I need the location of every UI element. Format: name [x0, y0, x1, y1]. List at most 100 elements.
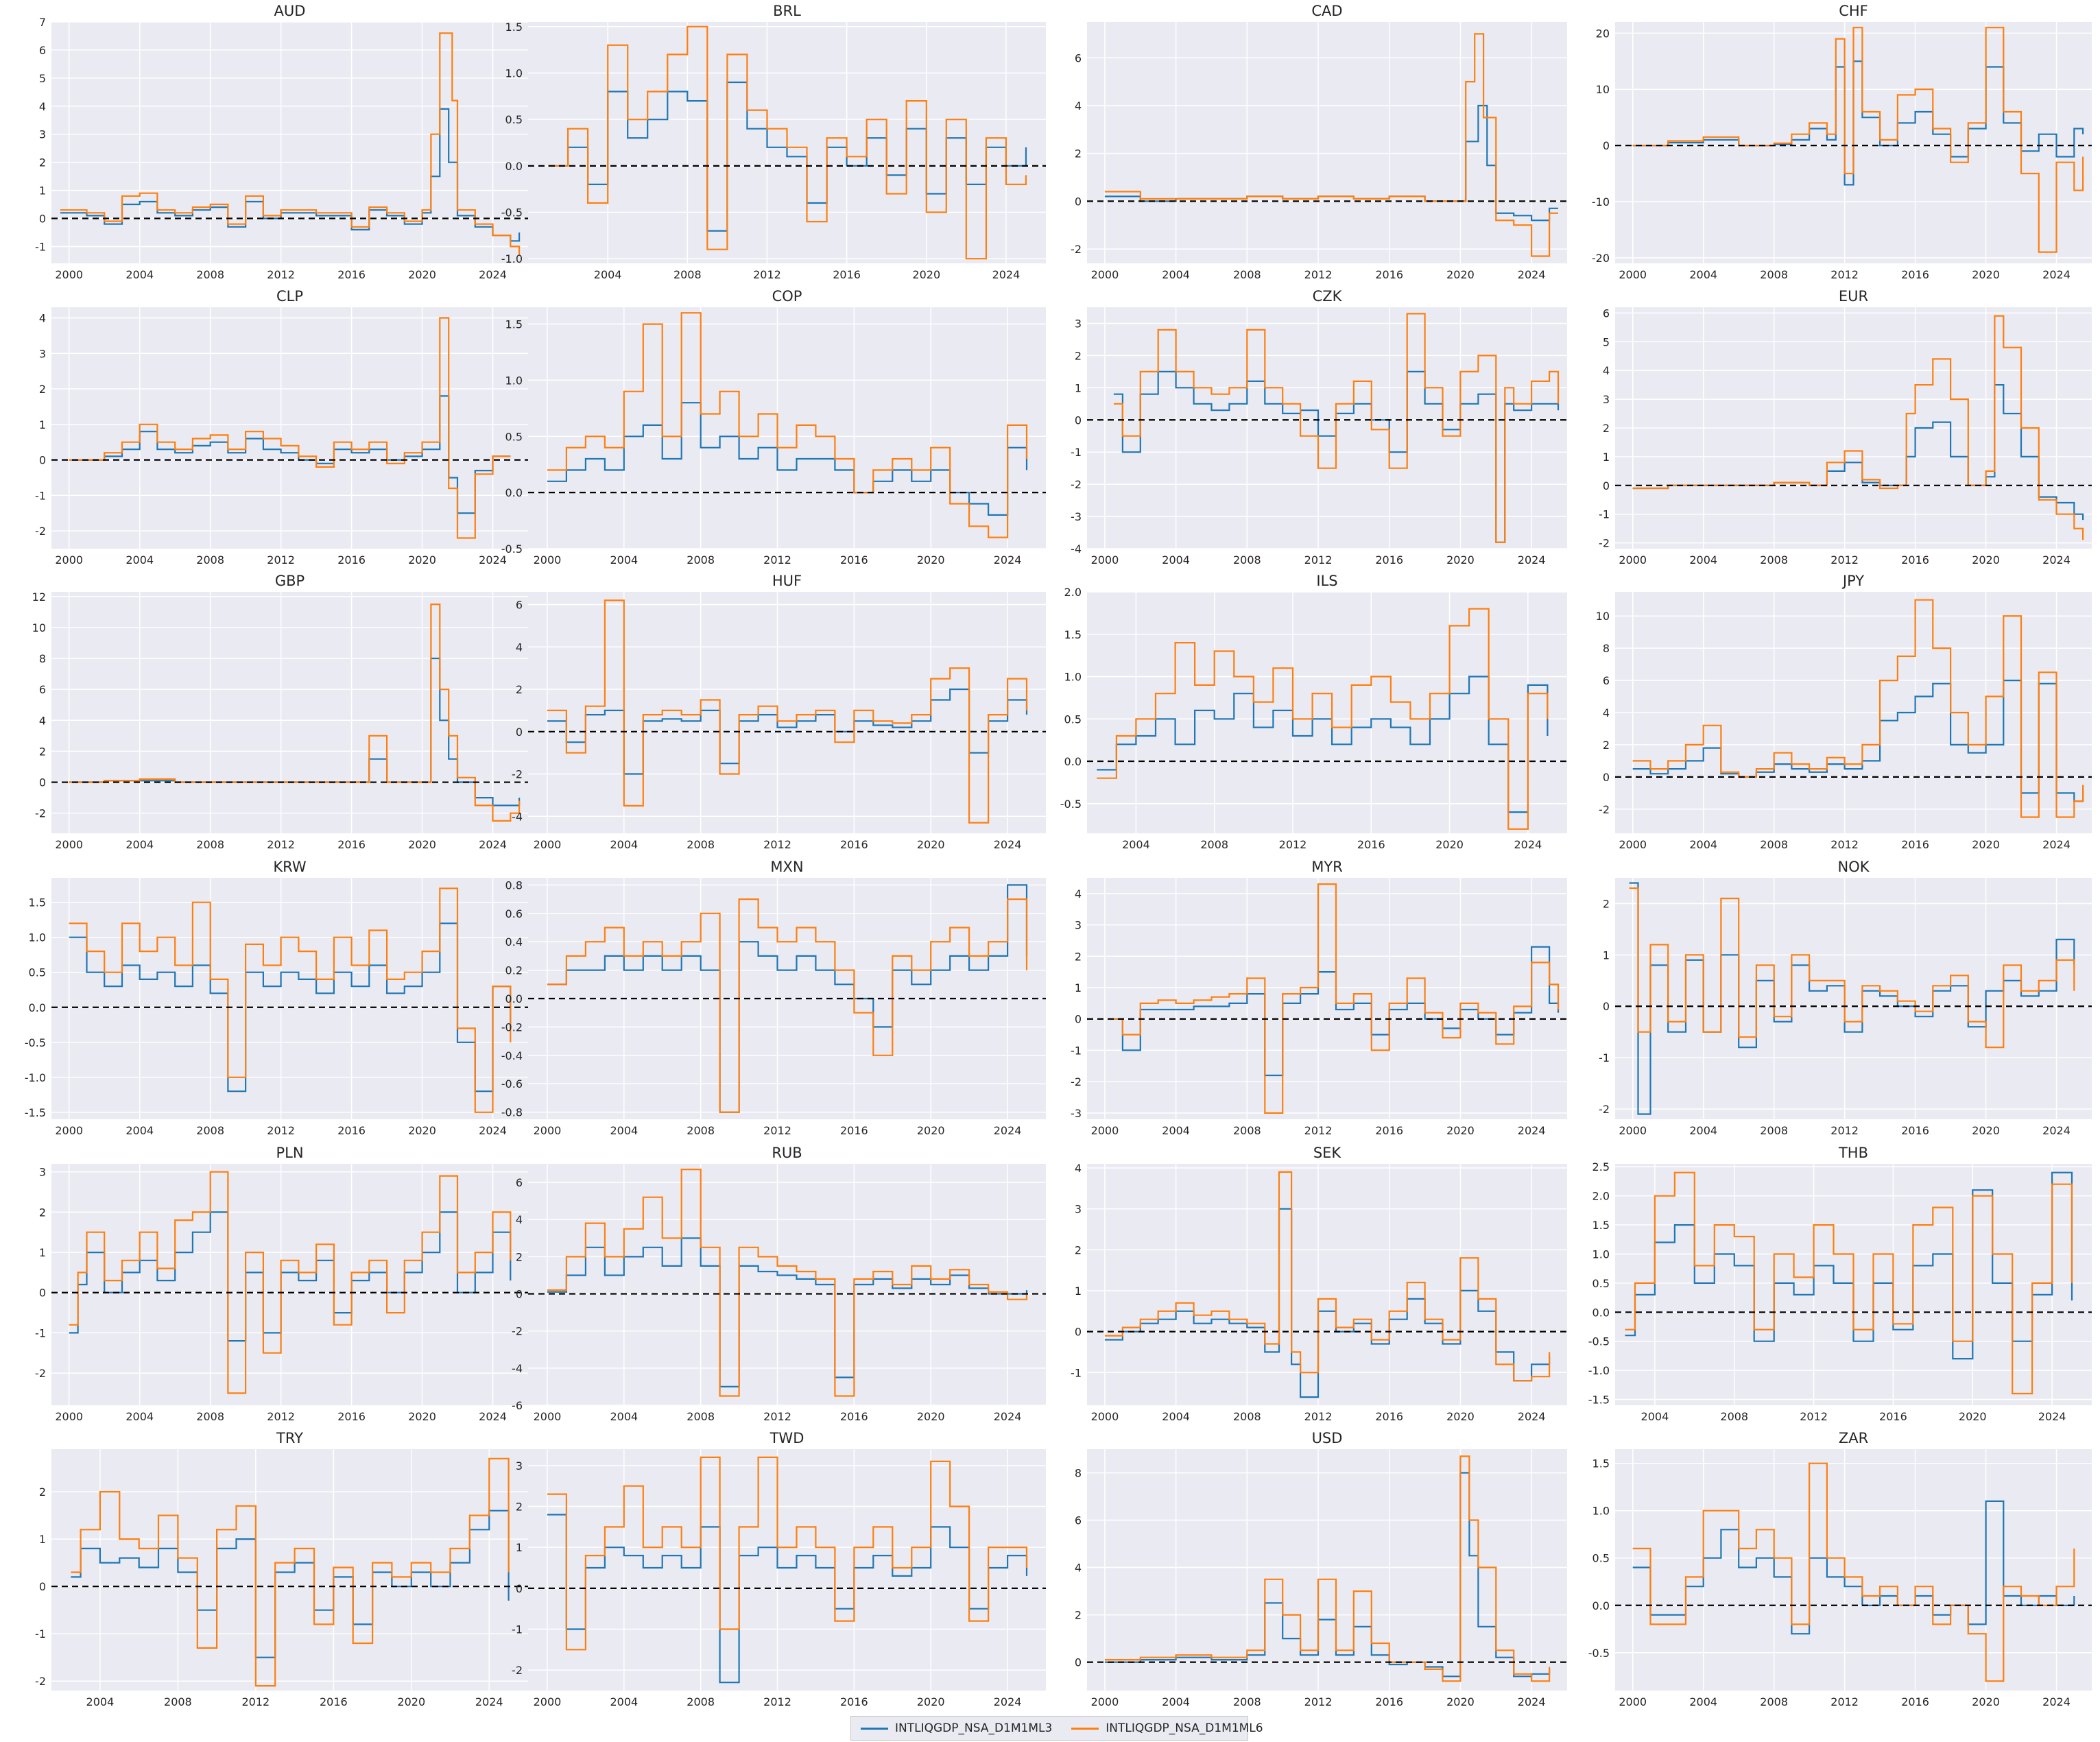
x-tick-label: 2016 — [840, 553, 868, 566]
x-tick-label: 2012 — [1830, 1695, 1859, 1708]
y-tick-label: 2 — [1075, 1243, 1082, 1256]
plot-area — [1087, 592, 1567, 833]
x-tick-label: 2020 — [1446, 1124, 1475, 1137]
x-tick-label: 2024 — [2042, 553, 2071, 566]
x-tick-label: 2020 — [397, 1695, 425, 1708]
y-tick-label: 2.0 — [1064, 586, 1082, 599]
y-tick-label: 0.0 — [1592, 1306, 1610, 1319]
y-tick-label: 0 — [1075, 1013, 1082, 1026]
x-tick-label: 2008 — [1233, 553, 1261, 566]
x-tick-label: 2024 — [2042, 1124, 2071, 1137]
y-tick-label: -1 — [512, 1623, 523, 1636]
series-line-ml6 — [1104, 33, 1558, 257]
y-tick-label: 1.5 — [1592, 1457, 1610, 1470]
y-tick-label: 2 — [516, 683, 523, 696]
panel-rub: -6 -4 -2 0 2 4 6 2000 2004 2008 2012 2016 2020 2024 RU… — [512, 1145, 1046, 1423]
y-tick-label: 10 — [1596, 83, 1610, 96]
x-tick-label: 2004 — [1162, 268, 1190, 281]
x-tick-label: 2024 — [994, 1124, 1022, 1137]
panel-clp: -2 -1 0 1 2 3 4 2000 2004 2008 2012 2016 2020 2024 CLP — [35, 288, 528, 566]
plot-area — [51, 1449, 528, 1691]
x-tick-label: 2000 — [1619, 838, 1647, 851]
plot-area — [528, 307, 1046, 549]
plot-area — [1615, 1449, 2092, 1691]
panel-brl: -1.0 -0.5 0.0 0.5 1.0 1.5 2004 2008 2012 2016 2020… — [501, 3, 1046, 281]
x-tick-label: 2016 — [1375, 553, 1403, 566]
y-tick-label: 1.5 — [1064, 628, 1082, 641]
y-tick-label: 2 — [1603, 897, 1610, 910]
panel-jpy: -2 0 2 4 6 8 10 2000 2004 2008 2012 2016 2020 2024 JPY — [1596, 573, 2092, 851]
y-tick-label: 1.0 — [505, 67, 523, 80]
y-tick-label: -0.5 — [501, 542, 523, 556]
panel-title: BRL — [773, 3, 801, 19]
y-tick-label: 4 — [1075, 1562, 1082, 1575]
panel-title: CAD — [1311, 3, 1342, 19]
y-tick-label: -1 — [35, 1326, 46, 1339]
x-tick-label: 2016 — [1901, 268, 1929, 281]
y-tick-label: 0 — [516, 1582, 523, 1595]
x-tick-label: 2008 — [687, 1695, 715, 1708]
y-tick-label: 6 — [516, 1176, 523, 1189]
series-line-ml3 — [547, 1237, 1028, 1387]
panel-gbp: -2 0 2 4 6 8 10 12 2000 2004 2008 2012 2016 2020 2024 G… — [32, 573, 528, 851]
x-tick-label: 2024 — [479, 1124, 507, 1137]
x-tick-label: 2012 — [1279, 838, 1307, 851]
plot-area — [1087, 878, 1567, 1119]
panel-title: EUR — [1839, 288, 1868, 305]
x-tick-label: 2020 — [917, 838, 945, 851]
x-tick-label: 2016 — [840, 1124, 868, 1137]
x-tick-label: 2000 — [1091, 553, 1119, 566]
y-tick-label: -0.5 — [501, 206, 523, 219]
y-tick-label: 0 — [39, 213, 46, 226]
panel-title: ZAR — [1839, 1430, 1868, 1446]
y-tick-label: 0 — [1603, 479, 1610, 492]
x-tick-label: 2020 — [1446, 1410, 1475, 1423]
y-tick-label: -1 — [1071, 1366, 1082, 1379]
x-tick-label: 2016 — [1901, 1124, 1929, 1137]
x-tick-label: 2004 — [1162, 1124, 1190, 1137]
x-tick-label: 2020 — [1972, 1124, 2000, 1137]
x-tick-label: 2008 — [673, 268, 702, 281]
y-tick-label: -3 — [1071, 1107, 1082, 1120]
y-tick-label: -2 — [35, 807, 46, 820]
legend-label-ml3: INTLIQGDP_NSA_D1M1ML3 — [895, 1721, 1053, 1735]
series-line-ml6 — [71, 1457, 510, 1687]
x-tick-label: 2020 — [1435, 838, 1464, 851]
legend-swatch-ml3 — [861, 1727, 888, 1730]
x-tick-label: 2000 — [1619, 1695, 1647, 1708]
series-line-ml3 — [547, 1514, 1028, 1684]
y-tick-label: 3 — [39, 128, 46, 141]
y-tick-label: 1.5 — [29, 896, 46, 909]
x-tick-label: 2012 — [1830, 553, 1859, 566]
y-tick-label: -1 — [1071, 446, 1082, 459]
series-line-ml6 — [547, 599, 1028, 824]
x-tick-label: 2004 — [126, 838, 154, 851]
x-tick-label: 2008 — [1760, 1124, 1788, 1137]
y-tick-label: -1.5 — [1588, 1394, 1610, 1407]
plot-area — [528, 592, 1046, 833]
panel-try: -2 -1 0 1 2 2004 2008 2012 2016 2020 2024 TRY — [35, 1430, 528, 1708]
y-tick-label: -0.5 — [25, 1036, 46, 1049]
y-tick-label: 0.2 — [505, 964, 523, 977]
y-tick-label: -0.5 — [1060, 798, 1082, 811]
x-tick-label: 2004 — [594, 268, 622, 281]
x-tick-label: 2004 — [86, 1695, 115, 1708]
y-tick-label: 3 — [39, 347, 46, 360]
panel-title: NOK — [1837, 859, 1870, 875]
y-tick-label: -1 — [1071, 1044, 1082, 1057]
y-tick-label: -4 — [512, 810, 523, 823]
panel-huf: -4 -2 0 2 4 6 2000 2004 2008 2012 2016 2020 2024 HUF — [512, 573, 1046, 851]
x-tick-label: 2008 — [164, 1695, 192, 1708]
series-line-ml6 — [1632, 1462, 2075, 1682]
x-tick-label: 2012 — [267, 1410, 295, 1423]
legend-item-ml3: INTLIQGDP_NSA_D1M1ML3 — [861, 1721, 1052, 1735]
x-tick-label: 2000 — [1091, 268, 1119, 281]
x-tick-label: 2024 — [1514, 838, 1542, 851]
y-tick-label: 2.5 — [1592, 1160, 1610, 1173]
plot-area — [51, 878, 528, 1119]
y-tick-label: -1.0 — [1588, 1364, 1610, 1377]
x-tick-label: 2004 — [126, 553, 154, 566]
series-line-ml6 — [60, 32, 521, 255]
x-tick-label: 2008 — [1233, 1695, 1261, 1708]
y-tick-label: 1 — [39, 1246, 46, 1259]
